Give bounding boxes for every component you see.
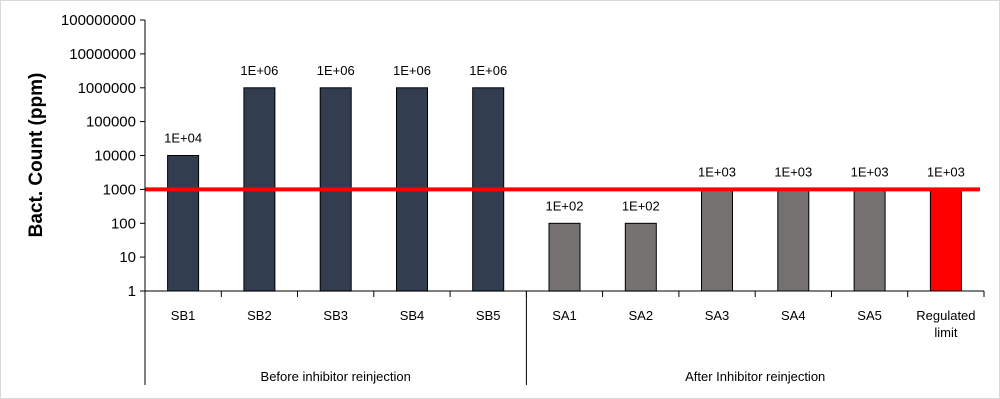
data-label: 1E+02 (546, 198, 584, 213)
data-label: 1E+06 (393, 63, 431, 78)
y-axis-title: Bact. Count (ppm) (26, 73, 47, 238)
y-tick-label: 100000000 (61, 12, 136, 29)
x-category-label: SB3 (323, 308, 348, 323)
x-category-label: SA1 (552, 308, 577, 323)
data-label: 1E+06 (317, 63, 355, 78)
x-group-label: Before inhibitor reinjection (261, 369, 411, 384)
bar-sa5 (853, 188, 886, 292)
data-label: 1E+06 (240, 63, 278, 78)
bar-sa3 (701, 188, 733, 292)
x-category-label: Regulated limit (916, 308, 975, 340)
y-tick-label: 100000 (86, 114, 136, 131)
data-label: 1E+03 (927, 164, 965, 179)
data-label: 1E+03 (698, 164, 736, 179)
x-category-label: SB1 (171, 308, 196, 323)
y-tick-labels: 1 10 100 1000 10000 100000 1000000 10000000 1000… (61, 12, 145, 300)
bar-sa1 (548, 222, 581, 292)
data-labels: 1E+04 1E+06 1E+06 1E+06 1E+06 1E+02 1E+02 1E+03… (164, 63, 965, 214)
data-label: 1E+03 (851, 164, 889, 179)
y-tick-label: 1 (128, 283, 136, 300)
x-category-labels: SB1 SB2 SB3 SB4 SB5 SA1 SA2 SA3 SA4 SA5 Regulated l… (144, 291, 985, 340)
y-tick-label: 1000 (103, 181, 136, 198)
x-category-label: SB4 (400, 308, 425, 323)
x-category-label: SA2 (629, 308, 654, 323)
x-group-labels: Before inhibitor reinjection After Inhibi… (144, 291, 825, 385)
bar-sb1 (167, 155, 200, 292)
data-label: 1E+02 (622, 198, 660, 213)
x-group-label: After Inhibitor reinjection (685, 369, 825, 384)
y-tick-label: 10000 (94, 148, 136, 165)
x-category-label: SA5 (857, 308, 882, 323)
bar-sa2 (624, 222, 657, 292)
data-label: 1E+03 (774, 164, 812, 179)
y-tick-label: 100 (111, 215, 136, 232)
bar-regulated-limit (929, 188, 962, 292)
x-category-label: SA4 (781, 308, 806, 323)
bar-sa4 (777, 188, 810, 292)
y-tick-label: 1000000 (78, 80, 136, 97)
x-category-label: SA3 (705, 308, 730, 323)
y-tick-label: 10000000 (69, 46, 136, 63)
y-tick-label: 10 (119, 249, 136, 266)
data-label: 1E+06 (469, 63, 507, 78)
x-category-label: SB2 (247, 308, 272, 323)
data-label: 1E+04 (164, 131, 202, 146)
x-category-label: SB5 (476, 308, 501, 323)
